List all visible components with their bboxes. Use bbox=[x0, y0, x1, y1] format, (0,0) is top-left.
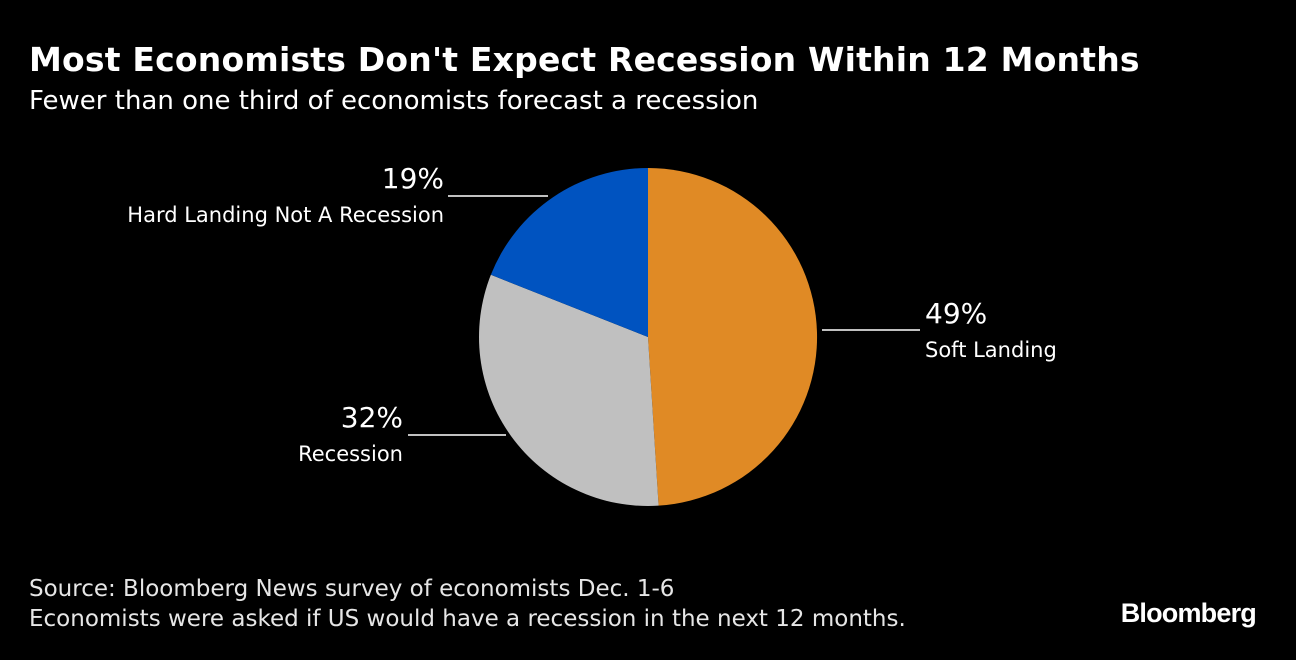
slice-soft-landing bbox=[648, 168, 818, 506]
survey-note: Economists were asked if US would have a… bbox=[29, 606, 906, 632]
pie-labels: 49% Soft Landing 32% Recession 19% Hard Landi… bbox=[127, 162, 1057, 466]
slice-label-recession: Recession bbox=[298, 442, 403, 466]
chart-subtitle: Fewer than one third of economists forec… bbox=[29, 86, 759, 116]
pct-label-hard-landing-not-a-recession: 19% bbox=[382, 162, 444, 195]
slice-label-soft-landing: Soft Landing bbox=[925, 338, 1057, 362]
pie-chart: 49% Soft Landing 32% Recession 19% Hard Landi… bbox=[127, 162, 1057, 507]
bloomberg-logo: Bloomberg bbox=[1120, 598, 1257, 628]
source-note: Source: Bloomberg News survey of economi… bbox=[29, 576, 675, 602]
pct-label-recession: 32% bbox=[341, 401, 403, 434]
slice-hard-landing-not-a-recession bbox=[490, 168, 648, 337]
slice-label-hard-landing-not-a-recession: Hard Landing Not A Recession bbox=[127, 203, 444, 227]
pie-slices bbox=[479, 168, 818, 507]
pct-label-soft-landing: 49% bbox=[925, 297, 987, 330]
chart-title: Most Economists Don't Expect Recession W… bbox=[29, 40, 1140, 79]
slice-recession bbox=[479, 274, 659, 507]
